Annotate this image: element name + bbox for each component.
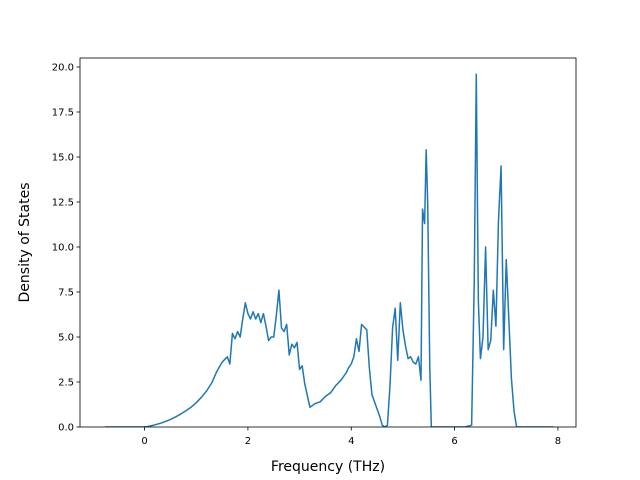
y-tick-label: 7.5 <box>58 288 74 299</box>
y-tick-label: 15.0 <box>52 153 74 164</box>
y-tick-label: 10.0 <box>52 243 74 254</box>
y-tick-label: 12.5 <box>52 198 74 209</box>
x-axis-ticks: 0 2 4 6 8 <box>141 427 561 447</box>
y-tick-label: 17.5 <box>52 108 74 119</box>
plot-area <box>80 58 576 427</box>
x-tick-label: 0 <box>141 436 147 447</box>
y-tick-label: 0.0 <box>58 423 74 434</box>
series-line-0 <box>105 73 554 427</box>
y-tick-label: 2.5 <box>58 378 74 389</box>
x-axis-label: Frequency (THz) <box>271 459 385 475</box>
x-tick-label: 6 <box>451 436 457 447</box>
y-axis-label: Density of States <box>17 183 33 303</box>
series-layer <box>105 73 554 427</box>
y-tick-label: 5.0 <box>58 333 74 344</box>
x-tick-label: 2 <box>245 436 251 447</box>
axes-frame <box>79 57 577 428</box>
y-tick-label: 20.0 <box>52 63 74 74</box>
x-tick-label: 4 <box>348 436 354 447</box>
x-tick-label: 8 <box>555 436 561 447</box>
y-axis-ticks: 0.0 2.5 5.0 7.5 10.0 12.5 15.0 17.5 20.0 <box>52 63 80 434</box>
